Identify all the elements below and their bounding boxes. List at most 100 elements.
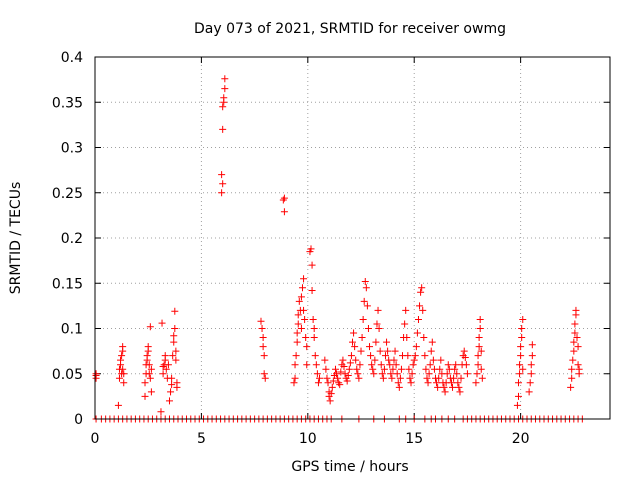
data-point [472, 379, 480, 387]
data-point [303, 343, 311, 351]
data-point [260, 370, 268, 378]
data-point [435, 374, 443, 382]
data-point [447, 379, 455, 387]
data-point [366, 343, 374, 351]
data-point [358, 334, 366, 342]
data-point [573, 334, 581, 342]
data-point [421, 352, 429, 360]
data-point [301, 315, 309, 323]
data-point [357, 347, 365, 355]
data-point [514, 392, 522, 400]
data-point [567, 383, 575, 391]
data-point [373, 320, 381, 328]
data-point [462, 361, 470, 369]
data-point [408, 370, 416, 378]
data-point [361, 277, 369, 285]
data-point [162, 365, 170, 373]
y-tick-label: 0.05 [52, 367, 83, 383]
data-point [476, 315, 484, 323]
data-point [343, 377, 351, 385]
data-point [219, 180, 227, 188]
data-point [157, 408, 165, 416]
data-point [363, 302, 371, 310]
data-point [424, 379, 432, 387]
data-point [328, 383, 336, 391]
data-markers [92, 75, 586, 423]
data-point [457, 374, 465, 382]
data-point [451, 365, 459, 373]
data-point [141, 392, 149, 400]
data-point [440, 383, 448, 391]
data-point [570, 338, 578, 346]
data-point [158, 319, 166, 327]
data-point [218, 171, 226, 179]
data-point [404, 352, 412, 360]
data-point [323, 374, 331, 382]
data-point [221, 85, 229, 93]
data-point [114, 401, 122, 409]
data-point [474, 361, 482, 369]
data-point [354, 370, 362, 378]
data-point [164, 361, 172, 369]
data-point [574, 343, 582, 351]
data-point [364, 325, 372, 332]
data-point [312, 361, 320, 369]
x-axis-title: GPS time / hours [291, 459, 408, 475]
y-tick-label: 0.25 [52, 186, 83, 202]
data-point [389, 365, 397, 373]
data-point [322, 365, 330, 373]
data-point [221, 75, 229, 83]
data-point [218, 189, 226, 197]
data-point [350, 329, 358, 337]
data-point [353, 365, 361, 373]
data-point [410, 356, 418, 364]
data-point [414, 315, 422, 323]
data-point [452, 361, 460, 369]
data-point [571, 320, 579, 328]
data-point [423, 374, 431, 382]
data-point [352, 356, 360, 364]
data-point [437, 356, 445, 364]
data-point [220, 94, 228, 102]
data-point [355, 374, 363, 382]
data-point [409, 361, 417, 369]
data-point [146, 323, 154, 331]
y-tick-label: 0.4 [61, 50, 83, 66]
data-point [380, 365, 388, 373]
ticks: 0 0.05 0.1 0.15 0.2 0.25 0.3 0.35 0.4 0 5 10 15 20 [52, 50, 610, 447]
data-point [336, 381, 344, 389]
data-point [360, 297, 368, 305]
data-point [172, 347, 180, 355]
data-point [528, 352, 536, 360]
data-point [427, 347, 435, 355]
data-point [337, 368, 345, 376]
data-point [568, 374, 576, 382]
plot-frame [94, 56, 611, 420]
data-point [516, 370, 524, 378]
data-point [387, 370, 395, 378]
data-point [147, 365, 155, 373]
data-point [161, 352, 169, 360]
data-point [351, 343, 359, 351]
data-point [477, 347, 485, 355]
data-point [519, 315, 527, 323]
data-point [518, 325, 526, 332]
data-point [261, 374, 269, 382]
data-point [516, 361, 524, 369]
data-point [362, 284, 370, 292]
data-point [347, 352, 355, 360]
data-point [145, 370, 153, 378]
data-point [167, 388, 175, 396]
data-point [402, 306, 410, 314]
data-point [436, 365, 444, 373]
data-point [170, 332, 178, 340]
data-point [412, 343, 420, 351]
data-point [359, 315, 367, 323]
data-point [517, 352, 525, 360]
y-tick-label: 0.15 [52, 276, 83, 292]
data-point [259, 334, 267, 342]
data-point [574, 361, 582, 369]
data-point [327, 390, 335, 398]
data-point [379, 374, 387, 382]
data-point [370, 370, 378, 378]
